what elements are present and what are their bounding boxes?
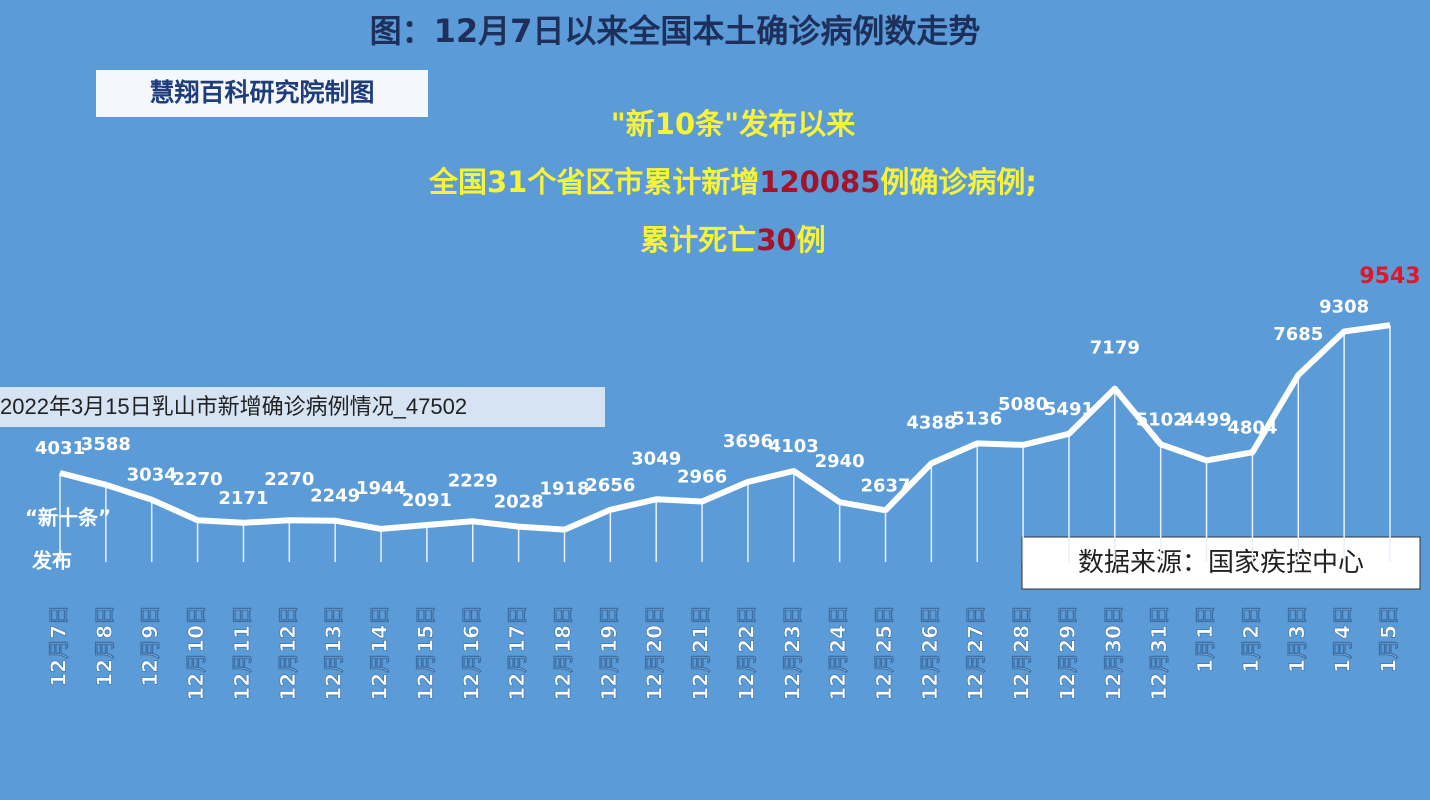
overlay-caption: 2022年3月15日乳山市新增确诊病例情况_47502 [0, 387, 605, 427]
start-note: 发布 [31, 549, 72, 573]
headline-text: 累计死亡 [640, 223, 756, 257]
source-box [1021, 536, 1421, 590]
value-label: 5136 [952, 408, 1002, 429]
x-tick-label: 12月12日 [276, 605, 300, 701]
x-tick-label: 1月5日 [1377, 605, 1401, 673]
value-label: 5102 [1136, 409, 1186, 430]
value-label: 1944 [356, 478, 406, 499]
x-tick-label: 12月8日 [92, 605, 116, 687]
x-tick-label: 12月21日 [689, 605, 713, 701]
value-label: 2966 [677, 467, 727, 488]
value-label: 2270 [264, 469, 314, 490]
value-label: 4804 [1227, 417, 1277, 438]
x-tick-label: 12月31日 [1147, 605, 1171, 701]
headline-text: 例确诊病例; [880, 165, 1037, 199]
headline-line: 累计死亡30例 [640, 223, 825, 257]
x-tick-label: 12月23日 [780, 605, 804, 701]
value-label: 4031 [35, 438, 85, 459]
x-tick-label: 12月29日 [1055, 605, 1079, 701]
headline-deaths: 30 [756, 223, 796, 257]
headline-text: 例 [797, 223, 826, 257]
source: 数据来源：国家疾控中心 [1078, 548, 1364, 578]
x-tick-label: 12月24日 [826, 605, 850, 701]
value-label: 2270 [173, 469, 223, 490]
value-label: 2249 [310, 486, 360, 507]
plot: 4031 12月7日 3588 12月8日 3034 12月9日 2270 12月10日 217… [35, 264, 1421, 701]
x-tick-label: 12月15日 [413, 605, 437, 701]
value-label: 2229 [448, 470, 498, 491]
value-label: 4499 [1181, 409, 1231, 430]
x-tick-label: 1月4日 [1331, 605, 1355, 673]
x-tick-label: 12月11日 [230, 605, 254, 701]
x-tick-label: 12月7日 [47, 605, 71, 687]
x-tick-label: 1月1日 [1193, 605, 1217, 673]
x-tick-label: 12月9日 [138, 605, 162, 687]
x-tick-label: 12月19日 [597, 605, 621, 701]
x-tick-label: 12月28日 [1010, 605, 1034, 701]
x-tick-label: 12月17日 [505, 605, 529, 701]
chart-title: 图：12月7日以来全国本土确诊病例数走势 [370, 12, 981, 50]
x-tick-label: 12月18日 [551, 605, 575, 701]
value-label: 4388 [906, 412, 956, 433]
value-label: 7179 [1090, 338, 1140, 359]
x-tick-label: 1月2日 [1239, 605, 1263, 673]
line [59, 322, 1391, 533]
x-tick-label: 12月13日 [322, 605, 346, 701]
value-label: 2091 [402, 490, 452, 511]
x-tick-label: 12月25日 [872, 605, 896, 701]
value-label: 4103 [769, 436, 819, 457]
value-label: 5080 [998, 394, 1048, 415]
value-label: 3034 [127, 465, 177, 486]
x-tick-label: 12月10日 [184, 605, 208, 701]
value-label: 9543 [1359, 264, 1420, 289]
value-label: 2171 [218, 488, 268, 509]
x-tick-label: 12月14日 [368, 605, 392, 701]
x-tick-label: 1月3日 [1285, 605, 1309, 673]
value-label: 2637 [860, 475, 910, 496]
x-tick-label: 12月26日 [918, 605, 942, 701]
value-label: 1918 [539, 479, 589, 500]
headline-text: 全国31个省区市累计新增 [428, 165, 759, 199]
value-label: 3588 [81, 434, 131, 455]
headline-line: "新10条"发布以来 [611, 107, 856, 141]
value-label: 2028 [494, 492, 544, 513]
value-label: 2940 [815, 451, 865, 472]
value-label: 3696 [723, 431, 773, 452]
x-tick-label: 12月16日 [459, 605, 483, 701]
value-label: 7685 [1273, 324, 1323, 345]
value-label: 3049 [631, 448, 681, 469]
badge-box [96, 70, 428, 117]
x-tick-label: 12月27日 [964, 605, 988, 701]
value-label: 2656 [585, 475, 635, 496]
headline-line: 全国31个省区市累计新增120085例确诊病例; [428, 165, 1037, 199]
x-tick-label: 12月20日 [643, 605, 667, 701]
x-tick-label: 12月30日 [1101, 605, 1125, 701]
value-label: 5491 [1044, 399, 1094, 420]
x-tick-label: 12月22日 [734, 605, 758, 701]
start-note: “新十条” [25, 506, 111, 530]
headline-total: 120085 [759, 165, 880, 199]
headline: "新10条"发布以来 全国31个省区市累计新增120085例确诊病例; 累计死亡… [428, 107, 1037, 257]
value-label: 9308 [1319, 297, 1369, 318]
badge: 慧翔百科研究院制图 [149, 78, 374, 107]
